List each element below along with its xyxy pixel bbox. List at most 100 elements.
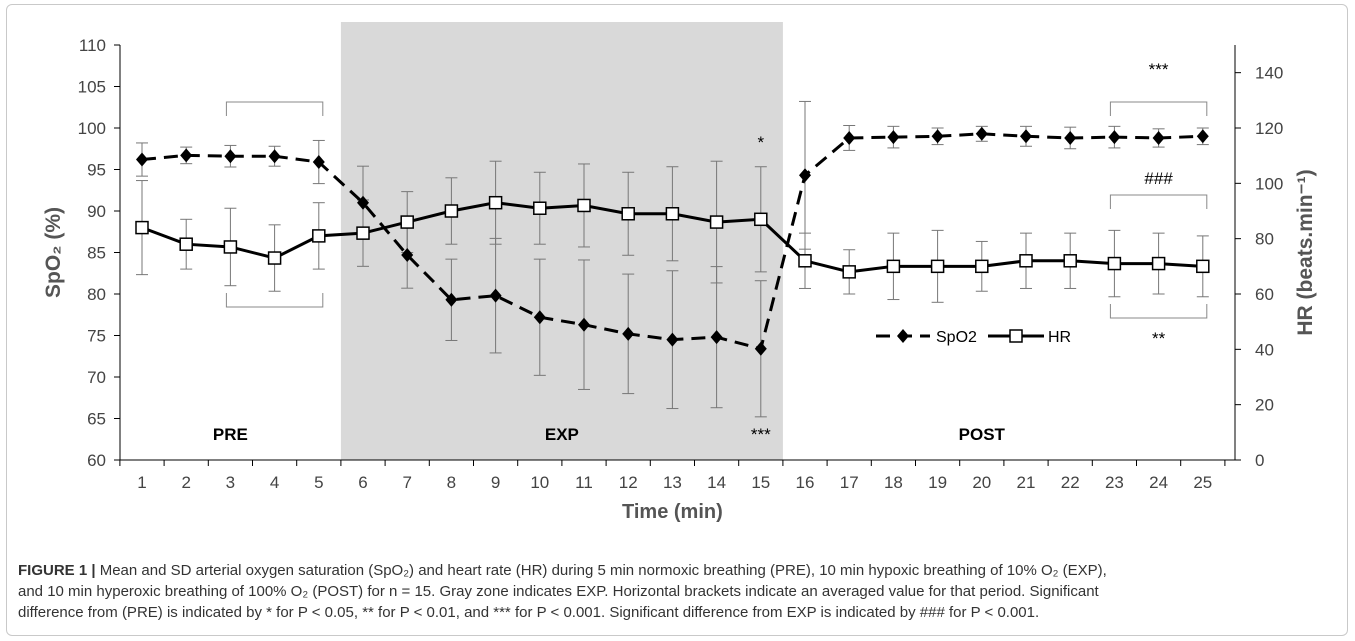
y-left-tick-label: 110: [79, 36, 106, 55]
x-tick-label: 17: [840, 473, 859, 492]
HR-marker: [1019, 254, 1033, 268]
HR-marker: [1063, 254, 1077, 268]
HR-marker: [754, 212, 768, 227]
sig-hash-post: ###: [1144, 169, 1173, 188]
HR-marker: [223, 240, 238, 254]
x-tick-label: 14: [707, 473, 726, 492]
y-left-tick-label: 70: [87, 368, 106, 387]
x-tick-label: 6: [358, 473, 367, 492]
y-right-tick-label: 140: [1255, 64, 1283, 83]
y-right-tick-label: 80: [1255, 230, 1274, 249]
y-right-tick-label: 100: [1255, 174, 1283, 193]
y-left-tick-label: 60: [87, 451, 106, 470]
caption-text-1: Mean and SD arterial oxygen saturation (…: [99, 562, 1107, 579]
x-tick-label: 23: [1105, 473, 1124, 492]
bracket-pre-hr: [225, 293, 324, 308]
legend-hr-label: HR: [1048, 329, 1071, 346]
legend-hr-marker: [1009, 329, 1023, 343]
HR-marker: [135, 220, 149, 235]
SpO2-marker: [1064, 130, 1077, 145]
SpO2-marker: [268, 149, 281, 164]
SpO2-marker: [799, 168, 811, 183]
x-tick-label: 2: [181, 473, 190, 492]
SpO2-marker: [578, 317, 590, 332]
HR-marker: [798, 254, 812, 268]
y-right-tick-label: 0: [1255, 451, 1264, 470]
x-tick-label: 21: [1017, 473, 1036, 492]
SpO2-marker: [666, 332, 679, 347]
HR-marker: [1107, 256, 1122, 271]
chart: 6065707580859095100105110020406080100120…: [42, 22, 1317, 523]
SpO2-marker: [489, 288, 502, 303]
SpO2-marker: [931, 129, 944, 144]
sig-star-min15-top: *: [757, 133, 764, 152]
x-tick-label: 11: [575, 473, 593, 492]
x-tick-label: 18: [884, 473, 903, 492]
y-left-tick-label: 65: [87, 410, 106, 429]
SpO2-marker: [1152, 130, 1165, 145]
y-left-tick-label: 85: [87, 244, 106, 263]
SpO2-marker: [1108, 130, 1121, 145]
caption-line-3: difference from (PRE) is indicated by * …: [18, 604, 1040, 621]
x-tick-label: 19: [928, 473, 947, 492]
y-right-tick-label: 40: [1255, 340, 1274, 359]
SpO2-marker: [136, 152, 148, 167]
x-tick-label: 8: [447, 473, 456, 492]
HR-marker: [621, 207, 635, 221]
period-label: PRE: [213, 425, 248, 444]
SpO2-marker: [622, 326, 635, 341]
HR-marker: [577, 198, 591, 213]
y-axis-right-title: HR (beats.min⁻¹): [1294, 169, 1317, 335]
HR-marker: [179, 237, 193, 251]
SpO2-marker: [312, 155, 325, 170]
HR-marker: [930, 259, 945, 274]
exp-shaded-region: [340, 22, 783, 460]
bracket-pre-spo2: [225, 101, 324, 116]
SpO2-marker: [754, 341, 767, 356]
HR-marker: [886, 259, 901, 274]
HR-marker: [1151, 256, 1166, 271]
HR-marker: [975, 259, 989, 274]
x-tick-label: 20: [972, 473, 991, 492]
SpO2-marker: [224, 149, 237, 164]
SpO2-marker: [887, 130, 900, 145]
x-tick-label: 3: [226, 473, 235, 492]
x-tick-label: 12: [619, 473, 638, 492]
SpO2-marker: [357, 195, 369, 210]
x-tick-label: 7: [402, 473, 411, 492]
sig-star-min15-bottom: ***: [751, 425, 771, 444]
SpO2-marker: [401, 247, 414, 262]
y-left-tick-label: 105: [78, 78, 106, 97]
x-tick-label: 24: [1149, 473, 1168, 492]
x-tick-label: 5: [314, 473, 323, 492]
y-left-tick-label: 95: [87, 161, 106, 180]
sig-star-post-bottom: **: [1152, 329, 1166, 348]
HR-marker: [842, 265, 856, 279]
x-tick-label: 10: [530, 473, 549, 492]
caption-line-2: and 10 min hyperoxic breathing of 100% O…: [18, 583, 1099, 600]
figure-caption: FIGURE 1 | Mean and SD arterial oxygen s…: [18, 560, 1338, 623]
x-tick-label: 1: [137, 473, 146, 492]
HR-marker: [709, 215, 724, 229]
y-axis-left-title: SpO₂ (%): [42, 207, 65, 298]
SpO2-marker: [710, 330, 723, 345]
HR-marker: [488, 195, 503, 210]
bracket-post-hr-pre: [1109, 304, 1208, 319]
legend: SpO2 HR: [876, 329, 1071, 346]
HR-marker: [312, 229, 326, 243]
x-axis-title: Time (min): [622, 501, 723, 523]
SpO2-marker: [1196, 129, 1209, 144]
SpO2-marker: [533, 310, 546, 325]
x-tick-label: 25: [1193, 473, 1212, 492]
x-tick-label: 4: [270, 473, 279, 492]
sig-star-post-top: ***: [1149, 60, 1169, 79]
x-tick-label: 13: [663, 473, 682, 492]
HR-marker: [444, 204, 459, 218]
SpO2-marker: [180, 148, 193, 163]
y-left-tick-label: 90: [87, 202, 106, 221]
caption-label: FIGURE 1 |: [18, 562, 96, 579]
y-right-tick-label: 20: [1255, 396, 1274, 415]
y-right-tick-label: 60: [1255, 285, 1274, 304]
HR-marker: [356, 226, 370, 240]
HR-marker: [400, 215, 414, 229]
